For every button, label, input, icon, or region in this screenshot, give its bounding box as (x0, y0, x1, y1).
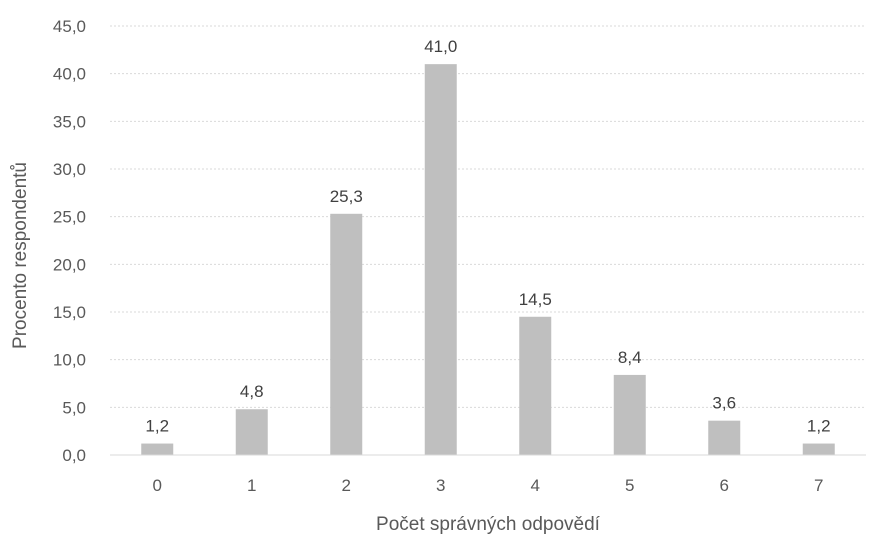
bar-5 (613, 374, 646, 455)
x-tick-label: 5 (625, 476, 634, 495)
x-tick-label: 7 (814, 476, 823, 495)
y-tick-label: 5,0 (62, 398, 86, 417)
bar-2 (330, 213, 363, 455)
x-tick-label: 4 (531, 476, 540, 495)
y-axis-ticks: 0,0 5,0 10,0 15,0 20,0 25,0 30,0 35,0 40,0 45,0 (53, 17, 86, 465)
data-label-0: 1,2 (145, 417, 169, 436)
y-tick-label: 45,0 (53, 17, 86, 36)
y-tick-label: 20,0 (53, 255, 86, 274)
x-tick-label: 0 (153, 476, 162, 495)
data-label-2: 25,3 (330, 187, 363, 206)
data-label-4: 14,5 (519, 290, 552, 309)
data-label-5: 8,4 (618, 348, 642, 367)
y-tick-label: 25,0 (53, 208, 86, 227)
data-label-7: 1,2 (807, 417, 831, 436)
x-axis-ticks: 0 1 2 3 4 5 6 7 (153, 476, 824, 495)
y-tick-label: 0,0 (62, 446, 86, 465)
y-tick-label: 30,0 (53, 160, 86, 179)
bar-3 (424, 64, 457, 455)
y-tick-label: 10,0 (53, 351, 86, 370)
bar-7 (802, 443, 835, 455)
x-tick-label: 3 (436, 476, 445, 495)
bar-4 (519, 316, 552, 455)
bar-0 (141, 443, 174, 455)
x-axis-title: Počet správných odpovědí (376, 514, 601, 535)
data-label-6: 3,6 (712, 394, 736, 413)
x-tick-label: 1 (247, 476, 256, 495)
data-label-1: 4,8 (240, 382, 264, 401)
bar-1 (235, 409, 268, 455)
bar-6 (708, 420, 741, 455)
bars (141, 64, 835, 455)
y-tick-label: 40,0 (53, 65, 86, 84)
data-label-3: 41,0 (424, 37, 457, 56)
gridlines (110, 25, 866, 408)
y-tick-label: 35,0 (53, 112, 86, 131)
x-tick-label: 6 (720, 476, 729, 495)
y-axis-title: Procento respondentů (10, 162, 31, 349)
x-tick-label: 2 (342, 476, 351, 495)
y-tick-label: 15,0 (53, 303, 86, 322)
data-labels: 1,2 4,8 25,3 41,0 14,5 8,4 3,6 1,2 (145, 37, 830, 435)
